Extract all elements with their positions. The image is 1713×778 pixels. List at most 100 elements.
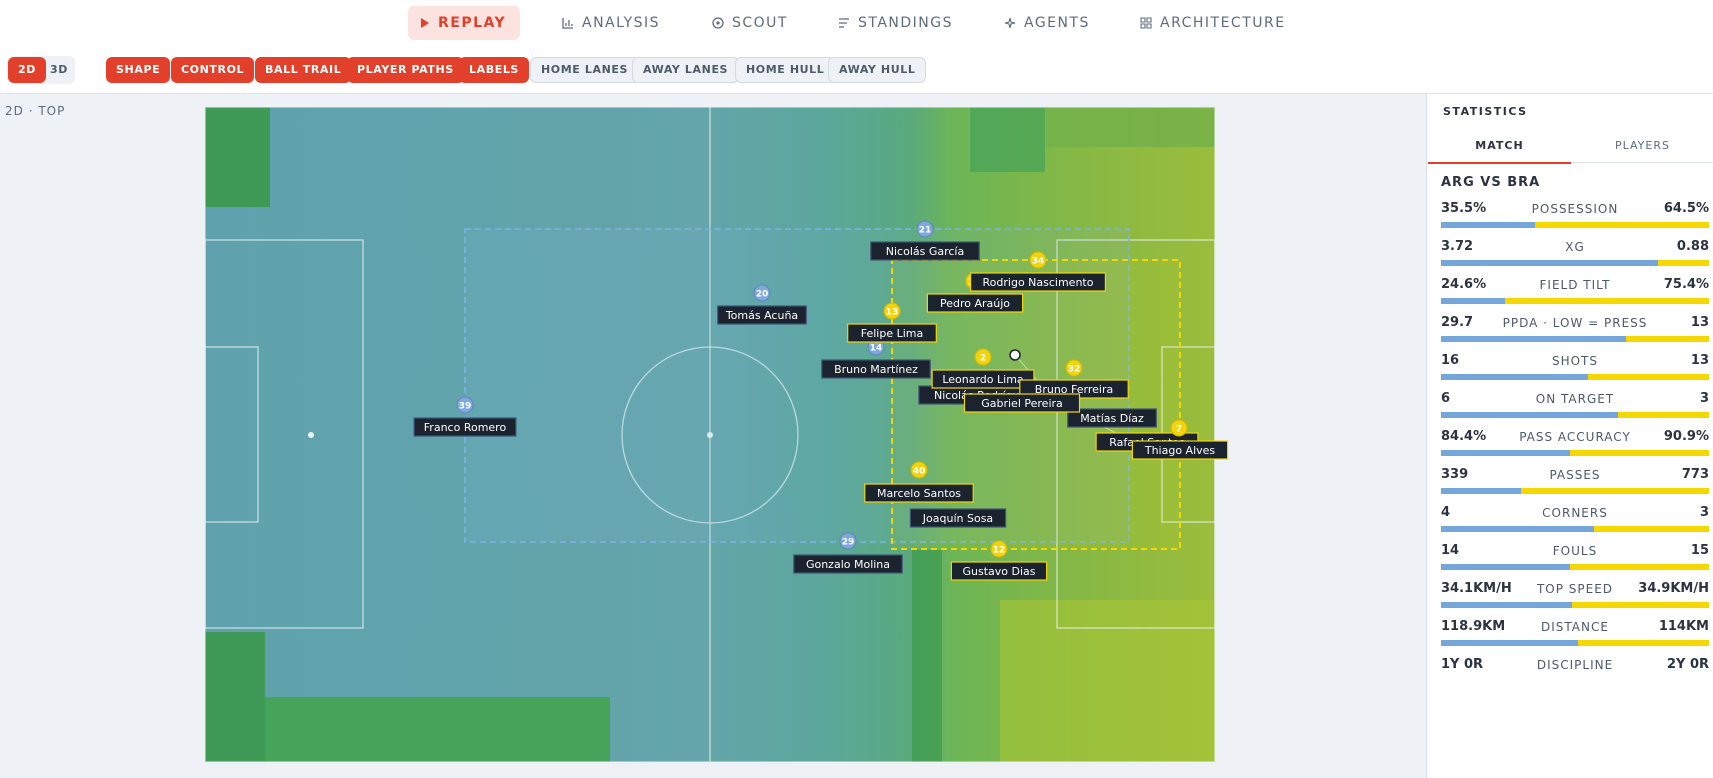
player-marker[interactable] [974,348,992,366]
player-label-box [969,272,1106,292]
view-label: 2D · TOP [5,104,66,118]
stat-row: 84.4% PASS ACCURACY 90.9% [1441,429,1709,463]
player-label-box [793,554,903,574]
player-name: Felipe Lima [861,327,924,340]
player-name: Nicolás García [886,245,964,258]
player-marker[interactable] [910,461,928,479]
player-marker[interactable] [990,540,1008,558]
stat-bar-away [1534,222,1709,228]
stat-row: 35.5% POSSESSION 64.5% [1441,201,1709,235]
pitch: 21 Nicolás García 20 Tomás Acuña 39 Franco Ro… [204,106,1229,763]
stat-bar-away [1577,640,1709,646]
nav-tab[interactable]: SCOUT [700,6,802,40]
stat-label: PASS ACCURACY [1519,430,1631,444]
stat-label: DISCIPLINE [1536,658,1614,672]
stat-bar-away [1617,412,1709,418]
stat-home: 118.9KM [1441,619,1506,634]
player-marker[interactable] [916,220,934,238]
stat-home: 35.5% [1441,201,1487,216]
stat-label: POSSESSION [1531,202,1619,216]
player-number: 7 [1176,425,1182,435]
player-name: Gonzalo Molina [806,558,890,571]
view-button[interactable]: 2D [8,57,46,83]
stat-home: 24.6% [1441,277,1487,292]
center-spot [707,432,713,438]
nav-tab[interactable]: ANALYSIS [550,6,674,40]
layer-toggle[interactable]: SHAPE [106,57,171,83]
stat-label: DISTANCE [1541,620,1609,634]
player-marker[interactable] [1065,359,1083,377]
stat-bar-home [1441,640,1578,646]
layer-toggle[interactable]: AWAY HULL [828,57,927,83]
nav-tab[interactable]: AGENTS [992,6,1104,40]
player-label-box [821,359,931,379]
player-marker[interactable] [753,284,771,302]
stat-row: 29.7 PPDA · LOW = PRESS 13 [1441,315,1709,349]
stat-bar-home [1441,412,1618,418]
player-marker[interactable] [1029,251,1047,269]
matchup: ARG VS BRA [1441,175,1541,190]
stat-label: CORNERS [1542,506,1608,520]
stat-away: 0.88 [1676,239,1709,254]
player-number: 12 [993,546,1006,556]
stat-row: 339 PASSES 773 [1441,467,1709,501]
stat-row: 34.1KM/H TOP SPEED 34.9KM/H [1441,581,1709,615]
stat-bar-away [1593,526,1709,532]
nav-tab[interactable]: STANDINGS [826,6,967,40]
pitch-lines [204,106,1216,763]
nav-tab[interactable]: ARCHITECTURE [1128,6,1300,40]
layer-toggle[interactable]: PLAYER PATHS [347,57,464,83]
stats-panel: STATISTICS MATCH PLAYERS ARG VS BRA 35.5… [1426,94,1713,778]
player-label-box [926,293,1024,313]
player-number: 40 [913,467,926,477]
player-marker[interactable] [456,396,474,414]
layer-toggle[interactable]: CONTROL [171,57,255,83]
stats-tab[interactable]: MATCH [1428,130,1571,164]
stat-bar-home [1441,260,1659,266]
stat-row: 24.6% FIELD TILT 75.4% [1441,277,1709,311]
player-number: 32 [1068,365,1081,375]
stat-label: FOULS [1552,544,1598,558]
stat-bar-home [1441,564,1570,570]
player-label-box [931,369,1035,389]
layer-toggle[interactable]: BALL TRAIL [255,57,352,83]
tab-label: ANALYSIS [582,15,661,31]
stat-bar-home [1441,450,1570,456]
stat-away: 773 [1681,467,1709,482]
player-name: Joaquín Sosa [922,512,993,525]
stat-away: 15 [1690,543,1709,558]
stat-bar-away [1569,564,1709,570]
nav-tab[interactable]: REPLAY [408,6,521,40]
player-marker[interactable] [839,532,857,550]
stats-tab[interactable]: PLAYERS [1571,130,1713,163]
player-marker[interactable] [883,302,901,320]
layer-toggle[interactable]: HOME LANES [530,57,640,83]
view-button[interactable]: 3D [50,63,68,76]
stat-bar-home [1441,336,1626,342]
layer-toggle[interactable]: AWAY LANES [632,57,740,83]
stat-away: 75.4% [1663,277,1709,292]
layer-toggle[interactable]: LABELS [459,57,529,83]
stat-away: 2Y 0R [1666,657,1709,672]
player-number: 13 [886,308,899,318]
player-label-box [909,508,1007,528]
stat-row: 14 FOULS 15 [1441,543,1709,577]
stat-bar-home [1441,526,1594,532]
player-label-box [1067,408,1157,428]
layer-toggle[interactable]: HOME HULL [735,57,836,83]
player-name: Leonardo Lima [942,373,1023,386]
stat-bar-away [1505,298,1709,304]
stat-away: 13 [1690,315,1709,330]
stat-away: 34.9KM/H [1638,581,1709,596]
stat-home: 339 [1441,467,1469,482]
player-marker[interactable] [1170,419,1188,437]
stat-home: 4 [1441,505,1451,520]
stat-row: 6 ON TARGET 3 [1441,391,1709,425]
stat-bar-away [1658,260,1709,266]
stat-home: 1Y 0R [1441,657,1484,672]
player-name: Tomás Acuña [725,309,798,322]
tab-label: AGENTS [1024,15,1090,31]
stat-label: PPDA · LOW = PRESS [1502,316,1648,330]
stat-home: 3.72 [1441,239,1474,254]
